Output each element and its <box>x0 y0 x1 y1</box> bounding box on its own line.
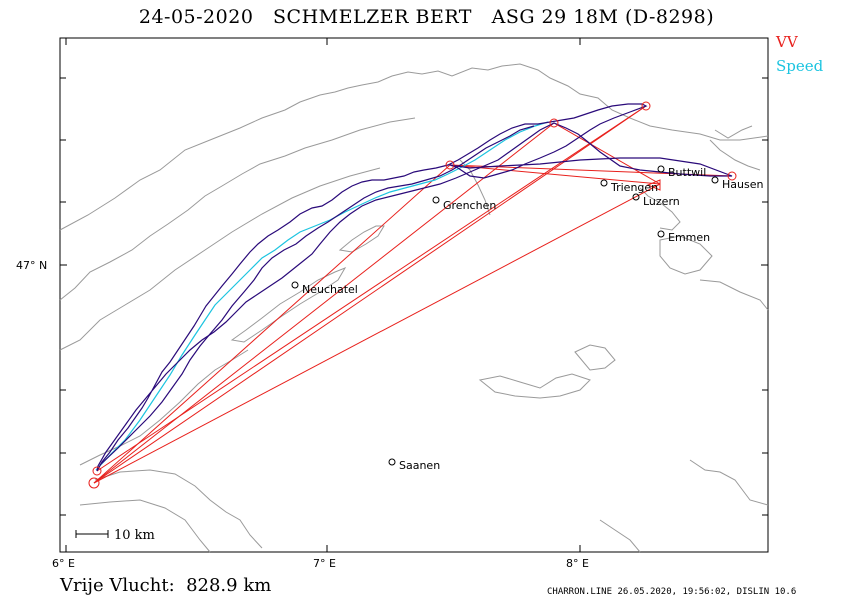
axis-ticks <box>60 38 768 552</box>
turnpoints <box>88 101 737 489</box>
finish-triangle <box>646 179 661 191</box>
turnpoint-start <box>88 477 100 489</box>
terrain-outlines <box>59 63 769 553</box>
city-buttwil: Buttwil <box>668 166 706 179</box>
city-markers <box>291 165 719 466</box>
turnpoint-4 <box>445 160 455 170</box>
turnpoint-2 <box>641 101 651 111</box>
city-triengen: Triengen <box>610 181 658 194</box>
task-legs <box>93 105 733 484</box>
city-neuchatel: Neuchatel <box>302 283 358 296</box>
legend-vv: VV <box>776 33 798 51</box>
turnpoint-1 <box>92 466 102 476</box>
x-tick-6e: 6° E <box>52 557 75 570</box>
city-hausen: Hausen <box>722 178 763 191</box>
city-emmen: Emmen <box>668 231 710 244</box>
flight-track <box>96 103 733 472</box>
credit-line: CHARRON.LINE 26.05.2020, 19:56:02, DISLI… <box>547 587 797 597</box>
scale-bar <box>75 530 109 538</box>
turnpoint-5 <box>727 171 737 181</box>
x-tick-7e: 7° E <box>313 557 336 570</box>
legend-speed: Speed <box>776 57 824 75</box>
scale-bar-label: 10 km <box>114 528 155 543</box>
city-grenchen: Grenchen <box>443 199 496 212</box>
y-tick-47n: 47° N <box>16 259 47 272</box>
free-flight-distance: Vrije Vlucht: 828.9 km <box>60 575 272 596</box>
speed-track <box>95 121 549 471</box>
turnpoint-3 <box>549 118 559 128</box>
flight-track-secondary <box>99 125 535 466</box>
chart-title: 24-05-2020 SCHMELZER BERT ASG 29 18M (D-… <box>138 6 715 28</box>
x-tick-8e: 8° E <box>566 557 589 570</box>
city-luzern: Luzern <box>643 195 680 208</box>
plot-border <box>59 37 769 553</box>
city-saanen: Saanen <box>399 459 440 472</box>
